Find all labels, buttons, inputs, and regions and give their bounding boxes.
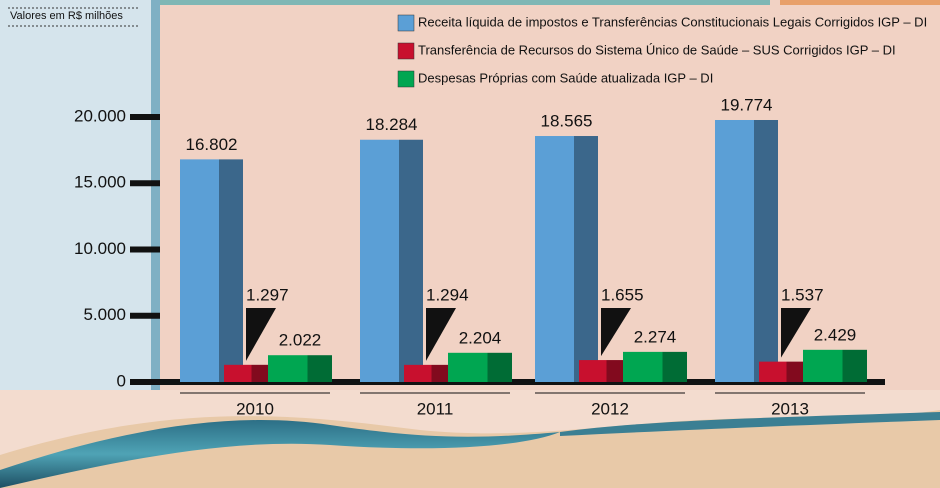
value-label: 19.774	[721, 95, 773, 114]
value-label: 1.537	[781, 285, 824, 304]
x-tick-label: 2011	[417, 399, 454, 418]
vertical-strip	[151, 0, 160, 390]
bar	[360, 140, 423, 382]
bar	[759, 362, 803, 382]
legend-swatch	[398, 15, 414, 31]
y-tick-label: 15.000	[74, 173, 126, 192]
legend-label: Transferência de Recursos do Sistema Úni…	[418, 42, 896, 57]
left-panel	[0, 0, 155, 390]
value-label: 2.429	[814, 325, 857, 344]
page: {"chart_data":{"type":"bar","subtitle":"…	[0, 0, 940, 488]
value-label: 1.297	[246, 285, 289, 304]
value-label: 2.274	[634, 327, 677, 346]
y-tick-label: 10.000	[74, 239, 126, 258]
chart: Valores em R$ milhões 0 5.000 10.000 15.000…	[0, 0, 940, 488]
y-tick-label: 20.000	[74, 106, 126, 125]
legend-label: Receita líquida de impostos e Transferên…	[418, 14, 927, 29]
bar	[715, 120, 778, 382]
value-label: 2.022	[279, 331, 322, 350]
legend-swatch	[398, 43, 414, 59]
bar	[803, 350, 867, 382]
value-label: 16.802	[186, 135, 238, 154]
x-tick-label: 2010	[236, 399, 274, 418]
bar	[623, 352, 687, 382]
unit-note: Valores em R$ milhões	[10, 10, 123, 22]
bar	[404, 365, 448, 382]
bar	[180, 159, 243, 382]
top-strip-orange	[780, 0, 940, 5]
x-tick-label: 2012	[591, 399, 629, 418]
value-label: 1.294	[426, 285, 469, 304]
value-label: 2.204	[459, 328, 502, 347]
bar	[579, 360, 623, 382]
bar	[448, 353, 512, 382]
value-label: 18.284	[366, 115, 418, 134]
top-strip	[160, 0, 770, 5]
value-label: 18.565	[541, 111, 593, 130]
x-tick-label: 2013	[771, 399, 809, 418]
legend-swatch	[398, 71, 414, 87]
bar	[224, 365, 268, 382]
y-tick-label: 5.000	[83, 305, 126, 324]
value-label: 1.655	[601, 285, 644, 304]
y-tick-label: 0	[117, 371, 126, 390]
bar	[535, 136, 598, 382]
bar	[268, 355, 332, 382]
legend-label: Despesas Próprias com Saúde atualizada I…	[418, 70, 713, 85]
